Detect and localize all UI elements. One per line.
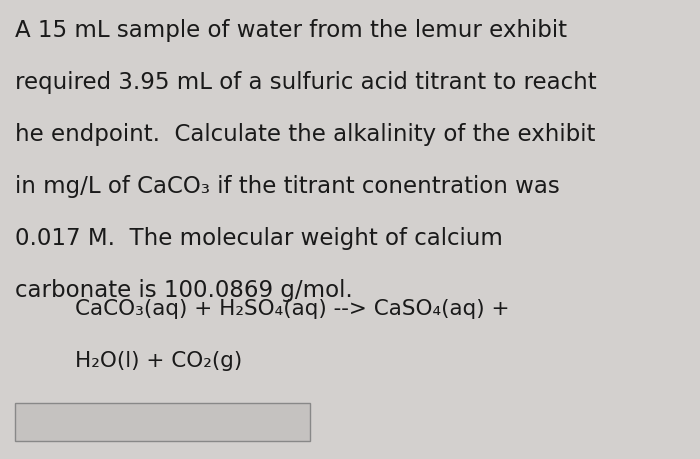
Text: H₂O(l) + CO₂(g): H₂O(l) + CO₂(g) <box>75 351 242 371</box>
Text: he endpoint.  Calculate the alkalinity of the exhibit: he endpoint. Calculate the alkalinity of… <box>15 123 596 146</box>
Text: carbonate is 100.0869 g/mol.: carbonate is 100.0869 g/mol. <box>15 279 353 302</box>
Text: 0.017 M.  The molecular weight of calcium: 0.017 M. The molecular weight of calcium <box>15 227 503 250</box>
Text: in mg/L of CaCO₃ if the titrant conentration was: in mg/L of CaCO₃ if the titrant conentra… <box>15 175 560 198</box>
Text: CaCO₃(aq) + H₂SO₄(aq) --> CaSO₄(aq) +: CaCO₃(aq) + H₂SO₄(aq) --> CaSO₄(aq) + <box>75 299 510 319</box>
Text: A 15 mL sample of water from the lemur exhibit: A 15 mL sample of water from the lemur e… <box>15 19 567 42</box>
Text: required 3.95 mL of a sulfuric acid titrant to reacht: required 3.95 mL of a sulfuric acid titr… <box>15 71 596 94</box>
FancyBboxPatch shape <box>15 403 310 441</box>
